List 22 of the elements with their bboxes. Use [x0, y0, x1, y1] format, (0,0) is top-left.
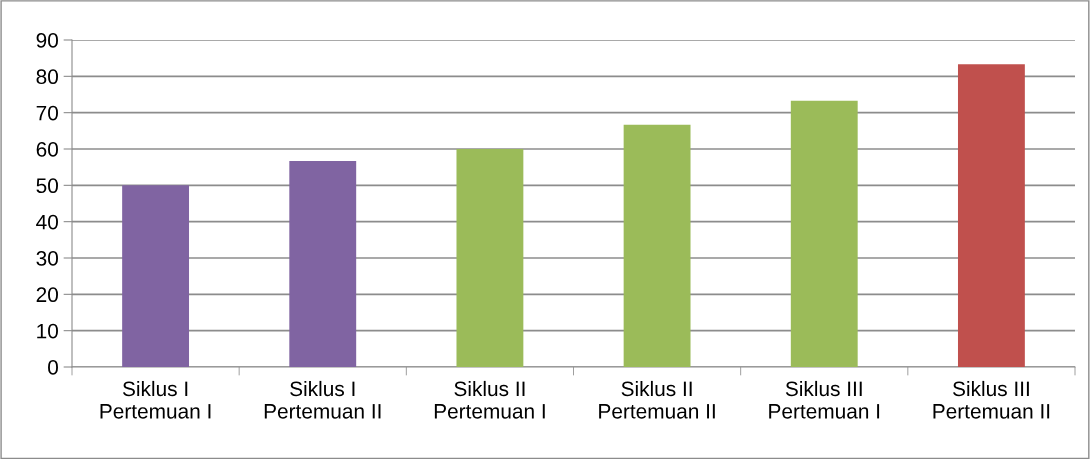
y-tick-label: 0: [48, 360, 58, 375]
x-tick-label: Siklus III Pertemuan II: [933, 380, 1050, 419]
bar: [790, 100, 858, 367]
bar: [957, 64, 1025, 367]
y-tick-label: 50: [36, 178, 58, 194]
y-tick-label: 30: [36, 251, 58, 266]
x-tick-label: Siklus I Pertemuan I: [100, 380, 211, 419]
bar: [456, 149, 524, 367]
y-tick-label: 80: [36, 69, 58, 85]
y-tick-label: 90: [36, 33, 58, 48]
x-tick-label: Siklus I Pertemuan II: [264, 380, 381, 419]
x-tick-label: Siklus II Pertemuan II: [599, 380, 715, 419]
y-tick-label: 20: [36, 287, 58, 303]
bar: [623, 124, 691, 367]
y-tick-label: 60: [36, 142, 58, 157]
bar: [122, 185, 190, 367]
x-tick-label: Siklus II Pertemuan I: [434, 380, 545, 419]
bar: [289, 160, 357, 367]
y-tick-label: 40: [36, 214, 58, 230]
x-tick-label: Siklus III Pertemuan I: [769, 380, 880, 419]
y-tick-label: 70: [36, 105, 58, 121]
y-tick-label: 10: [37, 323, 58, 339]
